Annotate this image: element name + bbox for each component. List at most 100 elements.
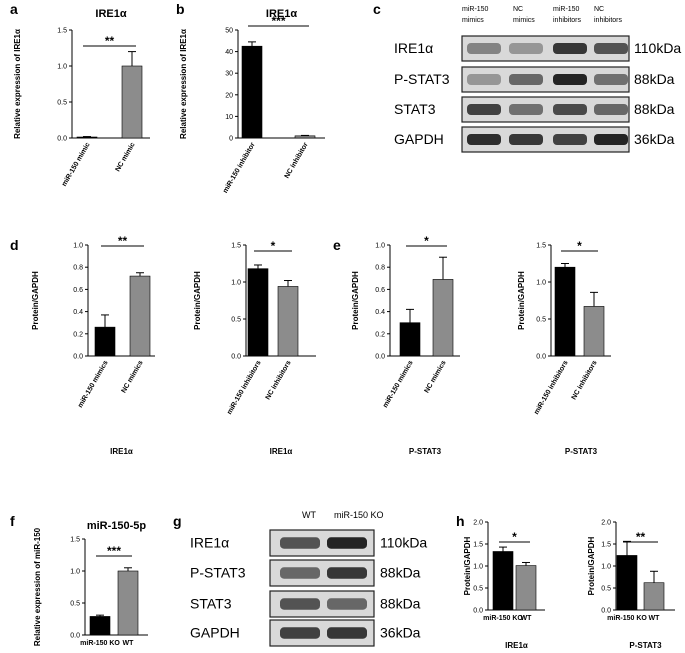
chart-e2-xlabel: P-STAT3 [565,447,598,456]
chart-h1-category-1: miR-150 KO [483,615,523,622]
blot-c-band [509,43,543,54]
chart-e1-ytick-label: 0.8 [375,265,385,272]
blot-c-band [509,104,543,115]
chart-e1-ytick-label: 0.4 [375,309,385,316]
blot-c-band [509,74,543,85]
chart-e2-category-2: NC inhibitors [571,359,599,401]
blot-c-lane-2-line-1: NC [513,6,523,13]
blot-c-lane-4-line-1: NC [594,6,604,13]
chart-d2-ytick-label: 1.5 [231,243,241,250]
blot-c-lane-4-line-2: inhibitors [594,17,623,24]
blot-g-band [327,537,367,549]
blot-g-band [280,598,320,610]
chart-d2-category-2: NC inhibitors [265,359,293,401]
blot-c-kda-label: 36kDa [634,131,675,147]
chart-d1-xlabel: IRE1α [110,447,133,456]
blot-g-band [327,627,367,639]
chart-b-ytick-label: 0 [229,136,233,143]
blot-g-row-3: STAT3 88kDa [190,590,421,618]
chart-e2-category-1: miR-150 inhibitors [533,359,570,415]
panel-letter-a: a [10,1,18,17]
chart-b-significance: *** [271,14,285,28]
chart-e1-xlabel: P-STAT3 [409,447,442,456]
blot-c-lane-3-line-2: inhibitors [553,17,582,24]
chart-b-title: IRE1α [266,8,297,20]
chart-d2-ytick-label: 0.0 [231,354,241,361]
chart-h2-ytick-label: 1.0 [601,564,611,571]
chart-a: 0.0 0.5 1.0 1.5 Relative expression of IRE1α… [13,8,150,188]
chart-e1-ytick-label: 1.0 [375,243,385,250]
chart-b: 0 10 20 30 40 50 Relative expression of IRE1α I… [179,8,325,195]
chart-h2-ytick-label: 2.0 [601,520,611,527]
blot-g-kda-label: 88kDa [380,565,421,581]
chart-d2-ylabel: Protein/GAPDH [193,271,202,330]
chart-h2-ytick-label: 1.5 [601,542,611,549]
blot-g-kda-label: 88kDa [380,596,421,612]
chart-d1-ytick-label: 1.0 [73,243,83,250]
chart-e1-ytick-label: 0.2 [375,331,385,338]
blot-c-protein-label: IRE1α [394,40,433,56]
chart-d1-ytick-label: 0.8 [73,265,83,272]
chart-h1-significance: * [512,530,517,544]
chart-b-ytick-label: 50 [225,28,233,35]
chart-b-bar-1 [241,45,263,139]
chart-a-significance: ** [105,34,115,48]
blot-c-band [553,74,587,85]
chart-d2-xlabel: IRE1α [270,447,293,456]
blot-c-row-3: STAT3 88kDa [394,96,675,123]
chart-a-bar-2 [121,65,143,139]
chart-d1-ytick-label: 0.6 [73,287,83,294]
blot-g-band [280,567,320,579]
chart-d1-bar-2 [129,275,151,357]
chart-f: 0.0 0.5 1.0 1.5 Relative expression of miR-1… [33,520,148,647]
chart-a-ytick-label: 1.5 [57,28,67,35]
chart-a-ytick-label: 0.5 [57,100,67,107]
blot-g-band [280,627,320,639]
panel-letter-g: g [173,513,182,529]
chart-d1-ytick-label: 0.4 [73,309,83,316]
chart-f-ytick-label: 0.5 [70,601,80,608]
western-blot-c: miR-150 mimics NC mimics miR-150 inhibit… [394,6,681,153]
chart-d1-ylabel: Protein/GAPDH [31,271,40,330]
chart-h2-bar-2 [643,582,665,611]
panel-letter-f: f [10,513,15,529]
chart-e2-significance: * [577,239,582,253]
blot-c-lane-1-line-2: mimics [462,17,484,24]
blot-g-protein-label: IRE1α [190,535,229,551]
chart-a-category-2: NC mimic [115,141,137,173]
chart-h1-ytick-label: 0.5 [473,586,483,593]
blot-g-lane-2: miR-150 KO [334,510,384,520]
blot-c-band [594,104,628,115]
chart-h1-ytick-label: 1.0 [473,564,483,571]
chart-e2-ytick-label: 0.0 [536,354,546,361]
blot-g-row-2: P-STAT3 88kDa [190,559,421,587]
blot-c-band [553,134,587,145]
chart-f-bar-1 [89,616,111,636]
blot-c-kda-label: 110kDa [634,40,681,56]
blot-g-row-4: GAPDH 36kDa [190,619,421,647]
chart-h1-bar-2 [515,565,537,611]
chart-e2-bar-1 [554,266,576,357]
chart-d1-bar-1 [94,326,116,357]
blot-c-row-2: P-STAT3 88kDa [394,66,675,93]
panel-letter-h: h [456,513,465,529]
blot-c-kda-label: 88kDa [634,71,675,87]
panel-letter-b: b [176,1,185,17]
chart-b-ytick-label: 40 [225,49,233,56]
chart-f-bar-2 [117,570,139,636]
chart-h2-significance: ** [636,530,646,544]
blot-c-band [467,74,501,85]
chart-h2: 0.0 0.5 1.0 1.5 2.0 Protein/GAPDH miR-150 KO WT… [587,520,675,650]
chart-e1-ytick-label: 0.0 [375,354,385,361]
chart-h2-category-2: WT [649,615,661,622]
chart-h1-ytick-label: 1.5 [473,542,483,549]
chart-a-title: IRE1α [95,8,126,20]
chart-h1-bar-1 [492,551,514,611]
chart-d2-bar-1 [247,268,269,357]
chart-h1-xlabel: IRE1α [505,641,528,650]
blot-c-band [467,43,501,54]
chart-e1-bar-2 [432,279,454,357]
blot-c-band [467,134,501,145]
chart-b-bar-2 [294,135,316,139]
